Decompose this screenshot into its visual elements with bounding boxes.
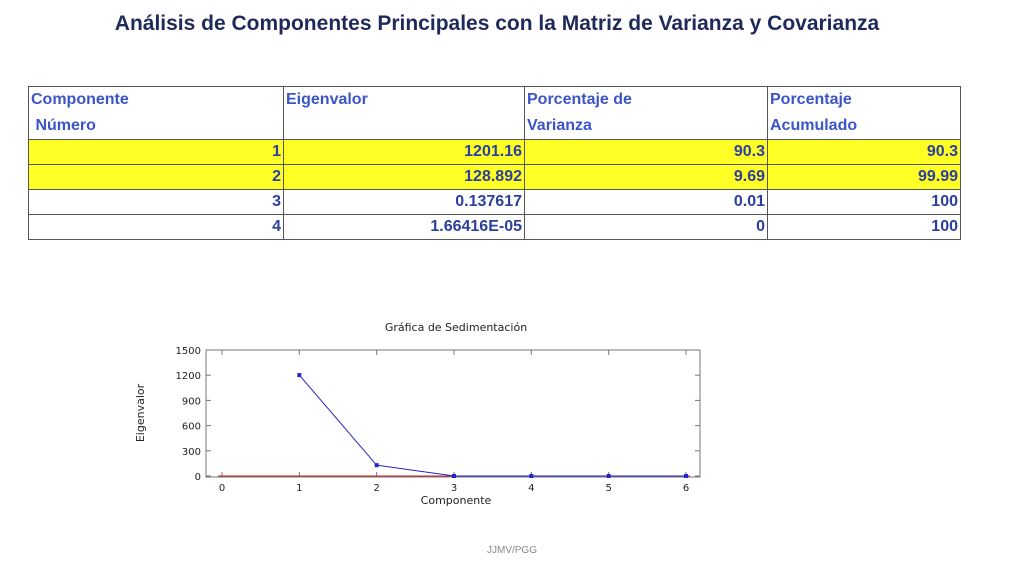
data-point (297, 373, 302, 378)
header-eigenvalor: Eigenvalor (283, 86, 525, 140)
table-cell: 9.69 (524, 164, 768, 190)
x-tick-label: 5 (605, 483, 611, 494)
table-cell: 1 (28, 139, 284, 165)
data-point (374, 463, 379, 468)
scree-plot: Gráfica de Sedimentación 0 300 600 900 1200 1… (128, 318, 718, 518)
header-porcentaje-varianza: Porcentaje de Varianza (524, 86, 768, 140)
table-row: 2 128.892 9.69 99.99 (28, 164, 961, 190)
series-marks (218, 373, 690, 478)
header-line: Varianza (527, 117, 592, 134)
pca-table: Componente Número Eigenvalor Porcentaje … (28, 86, 961, 240)
y-tick-label: 900 (182, 396, 201, 407)
x-tick-label: 3 (451, 483, 457, 494)
table-cell: 1201.16 (283, 139, 525, 165)
table-row: 1 1201.16 90.3 90.3 (28, 139, 961, 165)
x-tick-label: 2 (373, 483, 379, 494)
header-line: Acumulado (770, 117, 858, 134)
table-row: 4 1.66416E-05 0 100 (28, 214, 961, 240)
table-cell: 0.137617 (283, 189, 525, 215)
table-cell: 4 (28, 214, 284, 240)
table-cell: 2 (28, 164, 284, 190)
header-line: Porcentaje de (527, 91, 632, 108)
y-tick-label: 1200 (176, 371, 201, 382)
table-cell: 128.892 (283, 164, 525, 190)
table-cell: 0.01 (524, 189, 768, 215)
scree-plot-svg: Gráfica de Sedimentación 0 300 600 900 1200 1… (134, 321, 701, 507)
header-line: Porcentaje (770, 91, 852, 108)
header-line: Número (31, 117, 96, 134)
y-tick-label: 600 (182, 422, 201, 433)
table-cell: 1.66416E-05 (283, 214, 525, 240)
series-line (298, 374, 686, 477)
x-tick-label: 6 (683, 483, 689, 494)
data-point (684, 474, 688, 478)
table-cell: 90.3 (524, 139, 768, 165)
x-tick-label: 1 (296, 483, 302, 494)
table-header-row: Componente Número Eigenvalor Porcentaje … (28, 86, 961, 140)
footer-text: JJMV/PGG (486, 545, 537, 556)
x-axis-label: Componente (421, 494, 492, 507)
x-tick-label: 0 (219, 483, 225, 494)
table-cell: 3 (28, 189, 284, 215)
x-tick-label: 4 (528, 483, 534, 494)
header-line: Eigenvalor (286, 91, 368, 108)
table-cell: 100 (767, 189, 961, 215)
y-tick-label: 1500 (176, 346, 201, 357)
table-row: 3 0.137617 0.01 100 (28, 189, 961, 215)
plot-frame (205, 349, 701, 478)
slide-title: Análisis de Componentes Principales con … (114, 12, 880, 35)
data-point (529, 474, 534, 478)
table-cell: 99.99 (767, 164, 961, 190)
chart-title: Gráfica de Sedimentación (385, 321, 527, 334)
data-point (452, 473, 456, 478)
y-tick-label: 300 (182, 447, 201, 458)
table-cell: 100 (767, 214, 961, 240)
header-componente: Componente Número (28, 86, 284, 140)
data-point (606, 474, 611, 478)
header-line: Componente (31, 91, 129, 108)
y-axis-label: Eigenvalor (134, 383, 147, 442)
axes: 0 300 600 900 1200 1500 0 1 2 3 4 5 6 (176, 346, 700, 494)
table-cell: 90.3 (767, 139, 961, 165)
table-cell: 0 (524, 214, 768, 240)
y-tick-label: 0 (195, 472, 201, 483)
header-porcentaje-acumulado: Porcentaje Acumulado (767, 86, 961, 140)
